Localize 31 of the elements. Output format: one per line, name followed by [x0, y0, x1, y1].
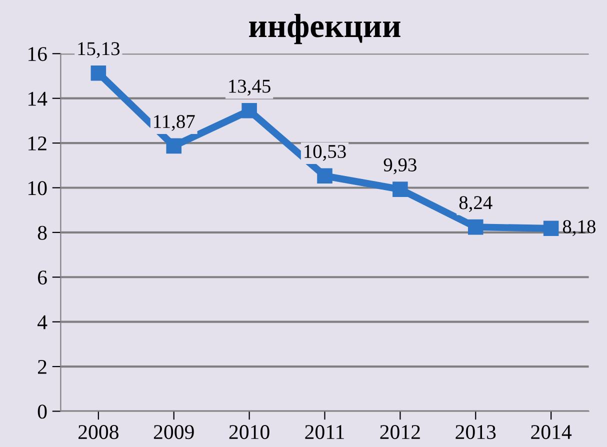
y-tick-label: 10 [28, 181, 47, 196]
y-tick-label: 14 [28, 92, 48, 106]
x-tick-label: 2008 [78, 425, 118, 440]
chart-title: инфекции [249, 14, 400, 44]
y-tick-label: 12 [28, 136, 46, 150]
point [242, 102, 257, 118]
x-tick-label: 2012 [380, 425, 420, 440]
point [468, 219, 484, 235]
x-tick-label: 2014 [531, 425, 572, 440]
y-tick-label: 16 [28, 47, 47, 62]
data-label: 10,53 [304, 144, 346, 161]
y-tick-label: 2 [38, 360, 46, 374]
point [392, 182, 408, 197]
x-tick-label: 2010 [229, 425, 270, 440]
point [90, 65, 106, 81]
data-label: 9,93 [384, 158, 416, 174]
data-label: 8,18 [562, 220, 596, 236]
data-label: 15,13 [78, 42, 120, 58]
data-label: 11,87 [154, 114, 195, 131]
point [543, 220, 559, 236]
point [317, 168, 332, 184]
point [166, 138, 182, 154]
data-label: 8,24 [459, 196, 492, 212]
x-tick-label: 2013 [456, 425, 496, 440]
y-tick-label: 4 [37, 315, 48, 330]
x-tick-label: 2011 [305, 425, 344, 440]
y-tick-label: 8 [38, 226, 47, 240]
x-tick-label: 2009 [154, 425, 194, 440]
data-label: 13,45 [229, 80, 270, 96]
y-tick-label: 0 [38, 404, 47, 419]
y-tick-label: 6 [38, 270, 47, 285]
